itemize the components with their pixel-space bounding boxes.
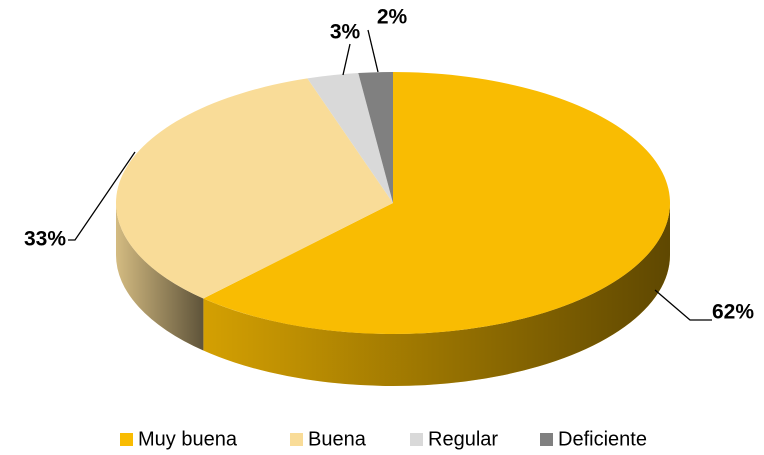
slice xyxy=(358,72,393,203)
leader-line xyxy=(342,43,351,76)
slice xyxy=(203,72,671,334)
leader-line xyxy=(367,29,379,73)
leader-line xyxy=(654,289,712,321)
legend-label: Regular xyxy=(428,428,498,450)
legend-label: Muy buena xyxy=(138,428,238,450)
data-label: 3% xyxy=(330,21,361,44)
side-shade xyxy=(116,203,204,351)
legend-swatch xyxy=(540,433,553,446)
leader-line xyxy=(68,151,136,241)
data-label: 33% xyxy=(24,228,66,251)
legend-swatch xyxy=(120,433,133,446)
legend-swatch xyxy=(290,433,303,446)
legend-swatch xyxy=(410,433,423,446)
side-shade xyxy=(203,203,670,386)
slice xyxy=(307,73,393,203)
legend-label: Buena xyxy=(308,428,367,450)
data-label: 2% xyxy=(377,6,408,29)
legend-label: Deficiente xyxy=(558,428,647,450)
data-label: 62% xyxy=(712,301,754,324)
slice xyxy=(116,78,393,299)
